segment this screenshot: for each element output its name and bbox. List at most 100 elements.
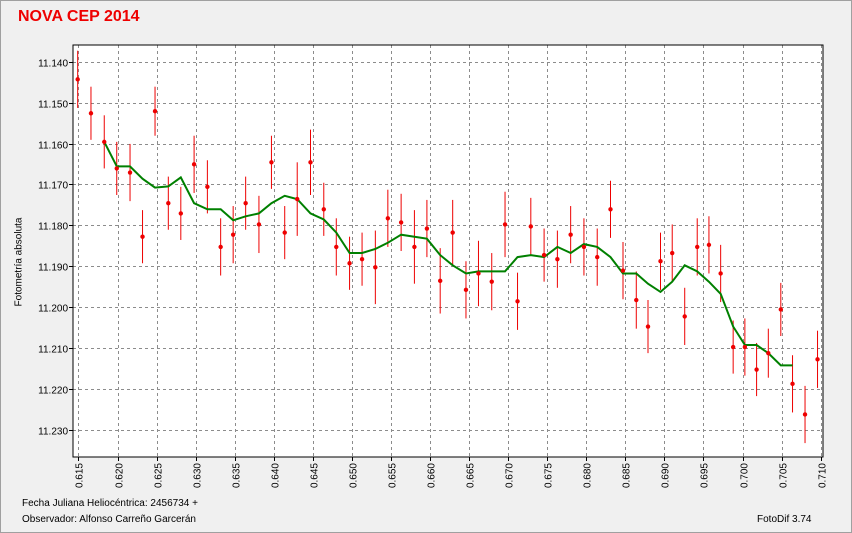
- data-point: [282, 230, 287, 235]
- data-point: [75, 77, 80, 82]
- y-axis: 11.140 11.150 11.160 11.170 11.180 11.190 11.2…: [38, 59, 73, 438]
- y-tick-label: 11.160: [38, 141, 68, 152]
- x-tick-label: 0.700: [740, 463, 751, 488]
- x-tick-label: 0.710: [818, 463, 829, 488]
- data-point: [88, 111, 94, 116]
- grid: [73, 45, 823, 457]
- data-point: [152, 109, 158, 114]
- data-point: [334, 244, 339, 250]
- data-point: [730, 344, 736, 350]
- data-point: [476, 271, 481, 276]
- data-point: [127, 170, 133, 175]
- data-point: [595, 254, 600, 260]
- y-tick-label: 11.200: [38, 304, 68, 315]
- data-point: [398, 220, 404, 225]
- x-axis: 0.615 0.620 0.625 0.630 0.635 0.640 0.645 0.650…: [75, 457, 829, 488]
- x-tick-label: 0.665: [466, 463, 477, 488]
- x-tick-label: 0.650: [349, 463, 360, 488]
- y-tick-label: 11.220: [38, 386, 68, 397]
- data-point: [424, 226, 430, 231]
- data-point: [178, 211, 184, 216]
- data-point: [541, 252, 547, 258]
- data-point: [437, 278, 443, 284]
- x-tick-label: 0.615: [75, 463, 86, 488]
- data-point: [706, 242, 712, 248]
- x-tick-label: 0.680: [583, 463, 594, 488]
- data-point: [634, 297, 639, 303]
- data-point: [205, 184, 210, 190]
- data-point: [718, 271, 723, 276]
- data-point: [385, 216, 391, 221]
- data-point: [359, 256, 365, 262]
- y-tick-label: 11.230: [38, 427, 68, 438]
- data-point: [778, 307, 784, 312]
- data-point: [645, 324, 651, 329]
- plot-border: [72, 44, 824, 458]
- data-point: [802, 412, 808, 417]
- software-version: FotoDif 3.74: [757, 514, 812, 525]
- data-point: [308, 160, 313, 165]
- data-point: [682, 314, 687, 319]
- data-point: [269, 160, 274, 165]
- x-tick-label: 0.620: [115, 463, 126, 488]
- y-tick-label: 11.180: [38, 222, 68, 233]
- data-point: [515, 299, 520, 304]
- data-point: [555, 256, 560, 262]
- data-point: [218, 244, 223, 250]
- data-point: [658, 259, 663, 264]
- x-tick-label: 0.685: [622, 463, 633, 488]
- x-tick-label: 0.705: [779, 463, 790, 488]
- y-tick-label: 11.140: [38, 59, 68, 70]
- data-point: [373, 265, 378, 270]
- data-point: [295, 196, 300, 202]
- data-point: [790, 381, 795, 387]
- plot-area: [73, 45, 823, 457]
- chart-title: NOVA CEP 2014: [18, 8, 140, 25]
- x-tick-label: 0.655: [388, 463, 399, 488]
- x-tick-label: 0.630: [193, 463, 204, 488]
- data-point: [670, 250, 675, 256]
- data-point: [321, 207, 326, 212]
- y-tick-label: 11.170: [38, 181, 68, 192]
- data-point: [412, 244, 417, 250]
- data-point: [166, 200, 171, 206]
- data-point: [114, 166, 119, 171]
- data-points: [75, 77, 820, 417]
- data-point: [256, 222, 262, 227]
- x-tick-label: 0.640: [271, 463, 282, 488]
- x-tick-label: 0.675: [544, 463, 555, 488]
- data-point: [695, 244, 700, 250]
- data-point: [191, 162, 197, 167]
- data-point: [742, 344, 748, 350]
- data-point: [140, 234, 145, 239]
- data-point: [102, 139, 107, 145]
- julian-date-label: Fecha Juliana Heliocéntrica: 2456734 +: [22, 498, 198, 509]
- x-tick-label: 0.695: [700, 463, 711, 488]
- data-point: [502, 222, 508, 227]
- data-point: [463, 287, 469, 293]
- x-tick-label: 0.660: [427, 463, 438, 488]
- data-point: [230, 232, 236, 237]
- data-point: [568, 232, 573, 237]
- x-tick-label: 0.670: [505, 463, 516, 488]
- data-point: [620, 268, 626, 273]
- smooth-line: [103, 141, 793, 367]
- data-point: [243, 200, 248, 206]
- observer-label: Observador: Alfonso Carreño Garcerán: [22, 514, 196, 525]
- data-point: [581, 244, 587, 250]
- data-point: [815, 357, 820, 362]
- x-tick-label: 0.635: [232, 463, 243, 488]
- x-tick-label: 0.625: [154, 463, 165, 488]
- y-tick-label: 11.210: [38, 345, 68, 356]
- data-point: [608, 207, 613, 212]
- smooth-line-group: [103, 141, 793, 367]
- data-point: [450, 230, 455, 235]
- x-tick-label: 0.645: [310, 463, 321, 488]
- y-tick-label: 11.150: [38, 100, 68, 111]
- data-point: [754, 367, 759, 372]
- x-tick-label: 0.690: [661, 463, 672, 488]
- data-point: [347, 261, 352, 266]
- data-point: [766, 350, 771, 356]
- y-tick-label: 11.190: [38, 263, 68, 274]
